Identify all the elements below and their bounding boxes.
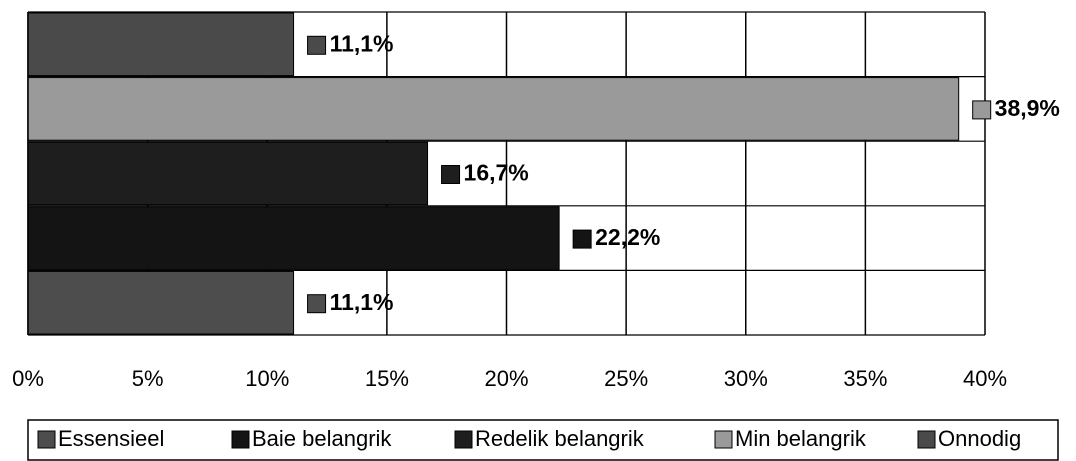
value-label-swatch (307, 294, 327, 314)
bar (27, 77, 960, 141)
legend-label: Onnodig (938, 426, 1021, 451)
x-tick-label: 35% (843, 366, 887, 391)
value-label: 16,7% (464, 160, 529, 186)
legend-swatch (917, 430, 936, 449)
x-tick-label: 20% (484, 366, 528, 391)
bar (27, 12, 295, 77)
bar (27, 206, 560, 270)
value-label-swatch (572, 229, 592, 249)
value-label: 22,2% (595, 224, 660, 250)
x-tick-label: 0% (12, 366, 44, 391)
legend-label: Redelik belangrik (475, 426, 645, 451)
value-label: 11,1% (330, 289, 394, 315)
legend-swatch (37, 430, 56, 449)
legend-label: Essensieel (58, 426, 164, 451)
x-tick-label: 10% (245, 366, 289, 391)
legend-swatch (714, 430, 733, 449)
x-tick-label: 30% (724, 366, 768, 391)
value-label: 11,1% (330, 30, 394, 56)
x-tick-label: 25% (604, 366, 648, 391)
bar (27, 270, 295, 335)
value-label: 38,9% (995, 95, 1060, 121)
legend-label: Baie belangrik (252, 426, 392, 451)
x-tick-label: 15% (365, 366, 409, 391)
legend-swatch (454, 430, 473, 449)
legend-swatch (231, 430, 250, 449)
value-label-swatch (307, 35, 327, 55)
legend-box (27, 419, 1059, 461)
x-tick-label: 40% (963, 366, 1007, 391)
x-tick-label: 5% (132, 366, 164, 391)
value-label-swatch (972, 100, 992, 120)
legend-label: Min belangrik (735, 426, 867, 451)
bar (27, 141, 429, 206)
value-label-swatch (441, 165, 461, 184)
